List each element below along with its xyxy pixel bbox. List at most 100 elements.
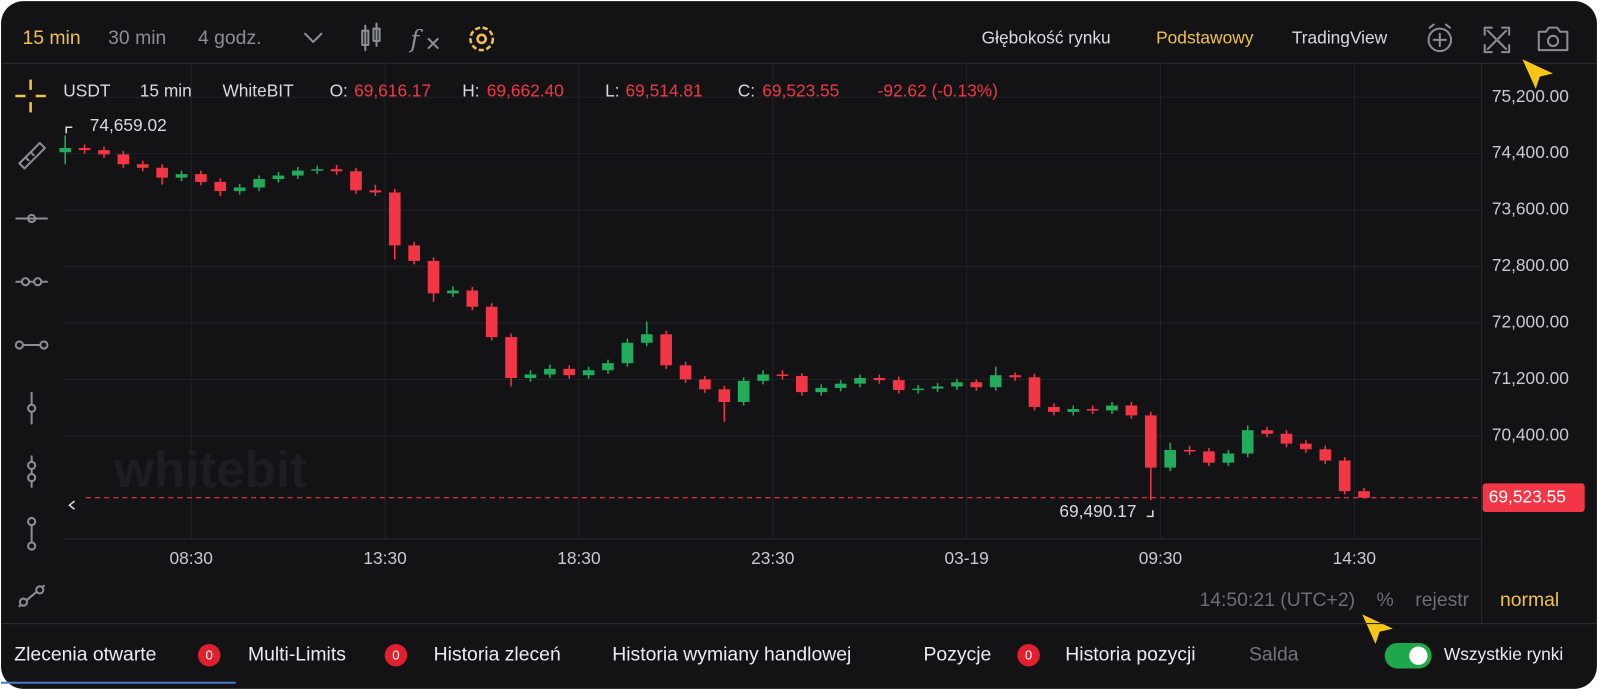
view-tab[interactable]: Głębokość rynku bbox=[982, 27, 1111, 47]
candle-body bbox=[253, 179, 265, 188]
scroll-left[interactable] bbox=[68, 500, 75, 510]
x-tick-label: 23:30 bbox=[751, 548, 794, 568]
candle-body bbox=[156, 167, 168, 178]
percent-toggle[interactable]: % bbox=[1377, 589, 1394, 611]
candle-body bbox=[1164, 449, 1176, 468]
candle-body bbox=[1319, 449, 1332, 461]
trend-dot bbox=[35, 585, 45, 595]
fullscreen-icon[interactable] bbox=[1483, 26, 1511, 54]
toggle-knob bbox=[1409, 646, 1428, 665]
last-price-tag bbox=[1482, 483, 1585, 512]
legend-value: 69,616.17 bbox=[354, 81, 431, 101]
tab[interactable]: Multi-Limits bbox=[248, 643, 346, 665]
legend-value: 69,514.81 bbox=[626, 81, 703, 101]
candle-body bbox=[815, 387, 828, 393]
log-toggle[interactable]: rejestr bbox=[1415, 589, 1469, 611]
candle-body bbox=[563, 368, 576, 376]
tab-badge-count: 0 bbox=[1025, 648, 1032, 663]
segment-dot bbox=[20, 277, 31, 287]
cursor-pointer bbox=[1362, 614, 1393, 644]
legend-value: 69,523.55 bbox=[762, 81, 839, 101]
ray-dot bbox=[39, 340, 49, 350]
tab-badge-count: 0 bbox=[392, 648, 399, 663]
x-tick-label: 09:30 bbox=[1139, 548, 1182, 568]
high-label: 74,659.02 bbox=[90, 115, 167, 135]
candle-body bbox=[1280, 433, 1293, 444]
candle-body bbox=[951, 382, 963, 387]
low-marker bbox=[1146, 510, 1154, 518]
candle-body bbox=[737, 380, 750, 402]
candle-body bbox=[1222, 453, 1235, 463]
candle-body bbox=[175, 174, 188, 178]
candle-body bbox=[195, 174, 207, 182]
candle-body bbox=[1086, 409, 1099, 411]
y-tick-label: 74,400.00 bbox=[1492, 142, 1569, 162]
interval-button[interactable]: 15 min bbox=[22, 27, 80, 49]
settings-icon[interactable] bbox=[469, 26, 495, 52]
x-tick-label: 14:30 bbox=[1333, 548, 1376, 568]
y-tick-label: 70,400.00 bbox=[1492, 424, 1569, 444]
view-tab[interactable]: Podstawowy bbox=[1156, 27, 1254, 47]
screenshot-icon[interactable] bbox=[1537, 26, 1569, 52]
tab[interactable]: Historia pozycji bbox=[1065, 643, 1195, 665]
interval-button[interactable]: 4 godz. bbox=[198, 27, 262, 49]
candle-body bbox=[602, 363, 614, 371]
tab-badge bbox=[384, 643, 408, 667]
tab[interactable]: Salda bbox=[1249, 643, 1299, 665]
vray-dot bbox=[27, 541, 37, 551]
y-tick-label: 72,800.00 bbox=[1492, 255, 1569, 275]
alert-icon[interactable] bbox=[1427, 23, 1453, 53]
candle-body bbox=[1261, 430, 1273, 434]
chart-type-icon[interactable] bbox=[361, 22, 381, 52]
scale-mode[interactable]: normal bbox=[1500, 589, 1559, 611]
y-tick-label: 72,000.00 bbox=[1492, 312, 1569, 332]
legend-value: 69,662.40 bbox=[487, 81, 564, 101]
tab[interactable]: Historia wymiany handlowej bbox=[612, 643, 851, 665]
crosshair-tool[interactable] bbox=[15, 79, 46, 113]
tab[interactable]: Zlecenia otwarte bbox=[14, 643, 156, 665]
candle-body bbox=[466, 290, 479, 307]
y-tick-label: 73,600.00 bbox=[1492, 199, 1569, 219]
candle-body bbox=[1241, 430, 1254, 454]
x-tick-label: 13:30 bbox=[363, 548, 406, 568]
trend-dot bbox=[18, 597, 29, 607]
candle-body bbox=[1106, 405, 1118, 411]
candle-body bbox=[1009, 375, 1021, 378]
last-price-label: 69,523.55 bbox=[1489, 486, 1566, 506]
candle-body bbox=[408, 245, 420, 261]
candle-body bbox=[1183, 449, 1196, 452]
tab[interactable]: Pozycje bbox=[923, 643, 991, 665]
candles bbox=[59, 135, 1370, 501]
view-tab[interactable]: TradingView bbox=[1292, 27, 1388, 47]
legend-key: L: bbox=[605, 81, 619, 101]
interval-button[interactable]: 30 min bbox=[108, 27, 166, 49]
segment-dot bbox=[33, 277, 43, 287]
candle-body bbox=[640, 334, 653, 343]
vray-dot bbox=[27, 516, 37, 527]
interval-dropdown[interactable] bbox=[304, 32, 323, 43]
ray-dot bbox=[14, 340, 24, 350]
candle-body bbox=[796, 375, 808, 393]
candle-body bbox=[427, 260, 440, 294]
candle-body bbox=[679, 365, 692, 380]
toggle-label: Wszystkie rynki bbox=[1444, 644, 1563, 664]
legend-change: -92.62 (-0.13%) bbox=[878, 81, 998, 101]
legend-key: H: bbox=[462, 81, 479, 101]
legend-symbol: USDT bbox=[63, 81, 111, 101]
candle-body bbox=[931, 386, 944, 389]
candle-body bbox=[970, 382, 983, 388]
tab[interactable]: Historia zleceń bbox=[434, 643, 561, 665]
candle-body bbox=[330, 169, 343, 172]
ruler-tool[interactable] bbox=[18, 141, 46, 170]
watermark: whitebit bbox=[113, 441, 307, 498]
x-tick-label: 08:30 bbox=[170, 548, 213, 568]
candle-body bbox=[136, 164, 149, 168]
candle-body bbox=[59, 148, 72, 153]
candle-body bbox=[854, 378, 866, 384]
vsegment-dot bbox=[27, 473, 37, 483]
legend-interval: 15 min bbox=[140, 81, 192, 101]
candle-body bbox=[989, 375, 1002, 388]
left-toolbar bbox=[14, 79, 49, 608]
